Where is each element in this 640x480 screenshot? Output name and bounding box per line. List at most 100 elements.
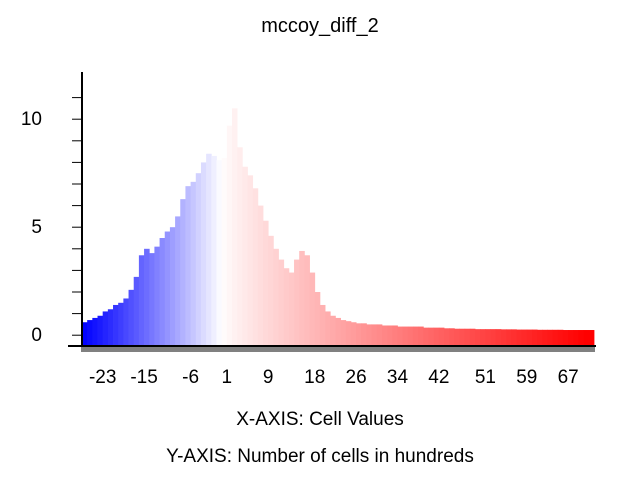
histogram-bar [123, 298, 129, 346]
histogram-bar [118, 302, 124, 346]
histogram-bar [144, 248, 150, 346]
histogram-bar [335, 317, 341, 346]
histogram-bar [97, 315, 104, 346]
histogram-bar [190, 181, 197, 346]
histogram-bar [169, 227, 176, 346]
histogram-bar [87, 320, 93, 346]
y-axis-label: Y-AXIS: Number of cells in hundreds [166, 446, 474, 467]
histogram-bar [221, 158, 228, 346]
histogram-bar [495, 329, 502, 346]
histogram-bar [381, 325, 388, 346]
histogram-bar [557, 329, 564, 346]
histogram-bar [345, 321, 352, 346]
histogram-bar [392, 325, 398, 346]
histogram-bar [164, 231, 171, 346]
histogram-bar [485, 329, 491, 346]
histogram-bar [294, 259, 300, 346]
histogram-bar [521, 329, 528, 346]
x-tick-label: -6 [182, 367, 199, 388]
histogram-bar [113, 304, 119, 346]
histogram-bar [247, 175, 254, 346]
histogram-bar [128, 289, 135, 346]
histogram-bar [325, 311, 331, 346]
histogram-bar [206, 153, 212, 346]
histogram-bar [154, 246, 160, 346]
histogram-bar [583, 330, 590, 346]
histogram-bar [278, 259, 285, 346]
histogram-bar [588, 330, 595, 346]
histogram-bar [195, 173, 202, 346]
histogram-bar [268, 235, 274, 346]
histogram-bar [252, 188, 259, 346]
histogram-bar [82, 322, 88, 346]
histogram-bar [438, 327, 445, 346]
x-tick-label: 26 [346, 367, 367, 388]
histogram-bar [387, 325, 393, 346]
histogram-bar [92, 317, 98, 346]
histogram-bar [330, 315, 336, 346]
histogram-bar [180, 199, 186, 346]
histogram-bar [500, 329, 507, 346]
x-tick-label: 18 [304, 367, 325, 388]
ticks-group: 0 5 10 -23 -15 -6 1 9 18 26 34 42 51 59 67 [21, 97, 595, 388]
histogram-bar [444, 328, 450, 346]
histogram-bar [314, 292, 321, 346]
histogram-bar [490, 329, 497, 346]
histogram-bar [273, 248, 279, 346]
histogram-bar [423, 327, 429, 346]
histogram-bar [211, 155, 217, 346]
histogram-bar [475, 329, 481, 346]
y-tick-label: 0 [31, 325, 42, 346]
y-tick-label: 10 [21, 109, 42, 130]
histogram-bar [573, 330, 579, 346]
histogram-bar [340, 320, 347, 346]
histogram-bar [433, 327, 440, 346]
histogram-bar [454, 328, 460, 346]
x-tick-label: -15 [130, 367, 157, 388]
histogram-bar [531, 329, 538, 346]
histogram-bar [506, 329, 512, 346]
histogram-bar [133, 276, 140, 346]
x-axis-label: X-AXIS: Cell Values [236, 409, 404, 430]
histogram-bar [366, 324, 373, 346]
histogram-bar [376, 324, 383, 346]
histogram-bar [511, 329, 517, 346]
histogram-bar [283, 268, 290, 346]
histogram-bar [200, 162, 207, 346]
histogram-bar [309, 272, 316, 346]
x-tick-label: 42 [428, 367, 449, 388]
x-tick-label: 9 [263, 367, 274, 388]
histogram-bar [257, 205, 264, 346]
histogram-bar [562, 330, 569, 346]
histogram-bar [361, 323, 367, 346]
histogram-bar [418, 326, 424, 346]
histogram-bar [578, 330, 585, 346]
x-tick-label: 34 [387, 367, 409, 388]
histogram-bar [138, 255, 145, 346]
histogram-bar [237, 147, 243, 346]
histogram-bar [412, 326, 419, 346]
x-tick-label: 1 [222, 367, 233, 388]
histogram-bar [407, 326, 414, 346]
histogram-bar [469, 328, 476, 346]
y-tick-label: 5 [31, 217, 42, 238]
histogram-bar [547, 329, 554, 346]
histogram-bar [526, 329, 533, 346]
histogram-bar [175, 216, 181, 346]
chart-title: mccoy_diff_2 [261, 15, 378, 37]
histogram-bar [107, 309, 114, 346]
histogram-bar [552, 329, 559, 346]
histogram-bar [149, 253, 155, 346]
histogram-bar [231, 108, 238, 347]
histogram-bar [185, 186, 191, 346]
histogram-bar [159, 238, 166, 346]
histogram-bar [449, 328, 455, 346]
histogram-bar [397, 326, 404, 346]
histogram-bar [319, 304, 326, 346]
histogram-bar [371, 324, 378, 346]
histogram-bar [356, 323, 362, 346]
histogram-bar [216, 160, 223, 346]
histogram-bar [226, 125, 233, 347]
histogram-bar [542, 329, 548, 346]
histogram-bar [402, 326, 409, 346]
